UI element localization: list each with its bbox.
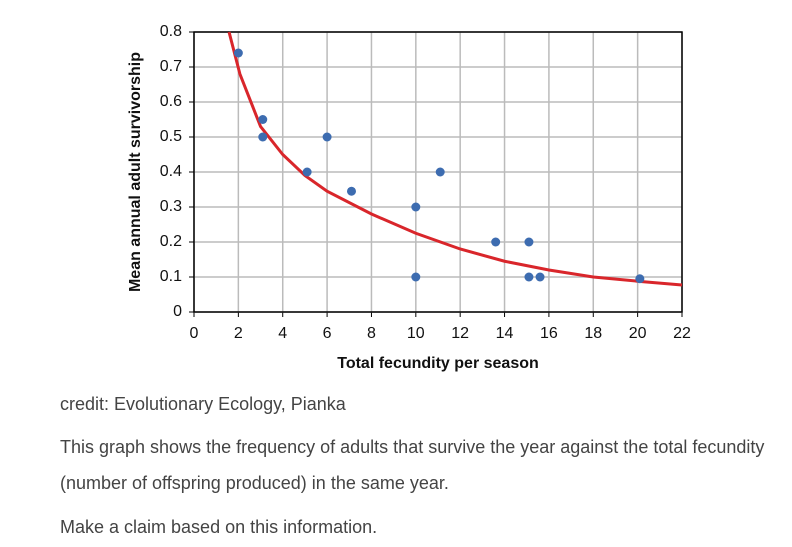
y-tick-label: 0.8 [160,23,182,40]
fit-curve [227,31,683,287]
y-tick-label: 0.1 [160,268,182,285]
point [535,272,545,282]
x-tick-label: 18 [584,325,602,342]
prompt: Make a claim based on this information. [60,517,378,537]
point [524,237,534,247]
point [233,48,243,58]
point [411,202,421,212]
point [635,274,645,284]
x-axis-label: Total fecundity per season [337,355,539,372]
point [346,186,356,196]
point [435,167,445,177]
point [302,167,312,177]
y-tick-label: 0.7 [160,58,182,75]
x-tick-label: 0 [190,325,199,342]
y-tick-label: 0 [173,303,182,320]
point [491,237,501,247]
point [411,272,421,282]
y-axis-label: Mean annual adult survivorship [127,52,144,292]
point [322,132,332,142]
plot-frame [193,31,683,313]
y-tick-label: 0.5 [160,128,182,145]
chart: Total fecundity per season Mean annual a… [127,23,691,372]
x-tick-label: 16 [540,325,558,342]
x-tick-label: 2 [234,325,243,342]
point [258,115,268,124]
x-tick-label: 4 [278,325,287,342]
x-tick-label: 8 [367,325,376,342]
point [258,132,268,142]
y-tick-label: 0.6 [160,93,182,110]
x-tick-label: 20 [629,325,647,342]
x-tick-label: 12 [451,325,469,342]
x-tick-label: 10 [407,325,425,342]
description: This graph shows the frequency of adults… [60,437,765,493]
x-tick-label: 22 [673,325,691,342]
x-tick-label: 6 [323,325,332,342]
y-tick-label: 0.2 [160,233,182,250]
credit: credit: Evolutionary Ecology, Pianka [60,394,346,414]
point [524,272,534,282]
x-tick-label: 14 [496,325,514,342]
y-tick-label: 0.4 [160,163,182,180]
y-tick-label: 0.3 [160,198,182,215]
